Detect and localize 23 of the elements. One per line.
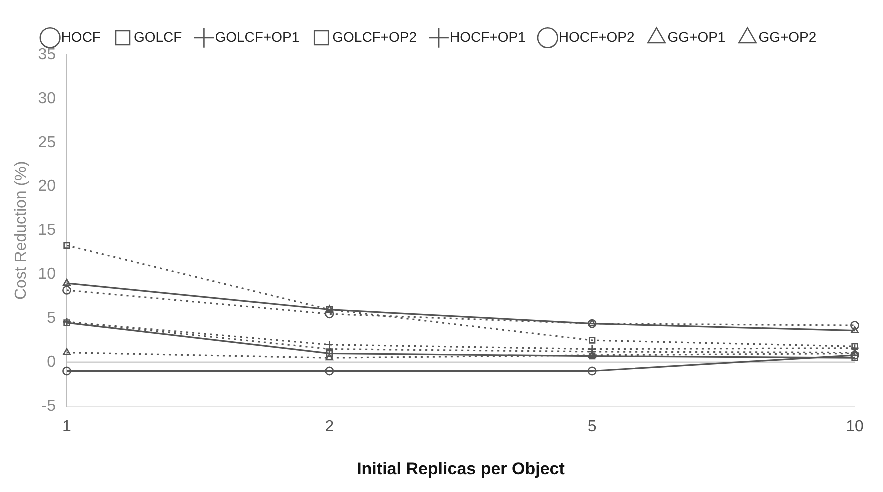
legend-label: GG+OP2 [758,28,817,45]
x-tick-label: 2 [325,418,334,436]
y-tick-label: 15 [38,222,56,240]
y-axis-title: Cost Reduction (%) [13,161,30,300]
legend-label: HOCF+OP1 [450,28,526,45]
y-tick-label: 25 [38,134,56,152]
y-tick-label: 30 [38,90,56,108]
legend-label: GOLCF+OP1 [215,28,300,45]
x-axis-title: Initial Replicas per Object [357,459,566,478]
x-tick-label: 10 [846,418,864,436]
y-tick-label: 35 [38,46,56,64]
x-tick-label: 1 [62,418,72,436]
y-tick-label: 5 [47,310,56,327]
legend-label: GOLCF+OP2 [332,28,418,45]
y-tick-label: 0 [47,354,56,371]
x-tick-label: 5 [588,418,597,436]
legend-label: HOCF [61,28,101,45]
y-tick-label: 20 [38,178,56,196]
legend-label: GG+OP1 [668,28,726,45]
y-tick-label: -5 [42,398,56,415]
legend-label: GOLCF [134,28,182,45]
legend-label: HOCF+OP2 [558,28,635,45]
y-tick-label: 10 [38,266,56,284]
